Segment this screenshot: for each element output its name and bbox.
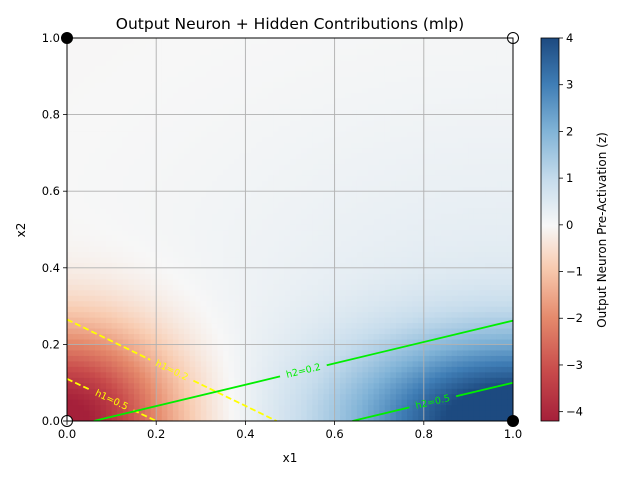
x-tick-label: 0.8 xyxy=(415,427,433,441)
colorbar: 4 3 2 1 0 −1 −2 −3 −4 Output Neuron Pre-Activati… xyxy=(540,31,609,422)
plot-frame xyxy=(66,37,514,422)
x-tick-label: 1.0 xyxy=(504,427,522,441)
colorbar-tick-label: −4 xyxy=(566,405,583,419)
colorbar-tick-label: −3 xyxy=(566,358,583,372)
contour-line xyxy=(352,406,410,421)
x-tick-label: 0.0 xyxy=(58,427,76,441)
y-axis-label: x2 xyxy=(14,223,28,238)
x-axis-ticks: 0.0 0.2 0.4 0.6 0.8 1.0 xyxy=(58,421,522,441)
colorbar-tick-label: 2 xyxy=(566,124,573,138)
contour-line xyxy=(455,381,513,398)
colorbar-tick-label: −1 xyxy=(566,265,583,279)
x-axis-label: x1 xyxy=(283,451,298,465)
x-tick-label: 0.2 xyxy=(147,427,165,441)
contour-line xyxy=(67,378,91,391)
contour-line xyxy=(67,318,151,361)
colorbar-label: Output Neuron Pre-Activation (z) xyxy=(595,132,609,328)
contour-line xyxy=(93,375,281,421)
x-tick-label: 0.6 xyxy=(325,427,343,441)
contour-line xyxy=(193,379,278,421)
colorbar-tick-label: −2 xyxy=(566,311,583,325)
colorbar-tick-label: 0 xyxy=(566,218,573,232)
colorbar-tick-label: 4 xyxy=(566,31,573,45)
colorbar-ticks: 4 3 2 1 0 −1 −2 −3 −4 xyxy=(559,31,583,419)
grid-lines xyxy=(67,38,513,421)
colorbar-tick-label: 3 xyxy=(566,78,573,92)
y-axis-ticks: 0.0 0.2 0.4 0.6 0.8 1.0 xyxy=(42,31,67,428)
contour-line xyxy=(326,319,513,367)
colorbar-gradient xyxy=(540,37,560,422)
y-tick-label: 0.8 xyxy=(42,108,60,122)
y-tick-label: 0.6 xyxy=(42,184,60,198)
y-tick-label: 1.0 xyxy=(42,31,60,45)
plot-area: h1=0.2h1=0.5h2=0.2h2=0.5 xyxy=(61,32,519,427)
y-tick-label: 0.0 xyxy=(42,414,60,428)
heatmap-field xyxy=(67,38,513,421)
colorbar-tick-label: 1 xyxy=(566,171,573,185)
y-tick-label: 0.4 xyxy=(42,261,60,275)
contour-line xyxy=(132,409,157,421)
chart-title: Output Neuron + Hidden Contributions (ml… xyxy=(116,15,464,33)
x-tick-label: 0.4 xyxy=(236,427,254,441)
y-tick-label: 0.2 xyxy=(42,337,60,351)
